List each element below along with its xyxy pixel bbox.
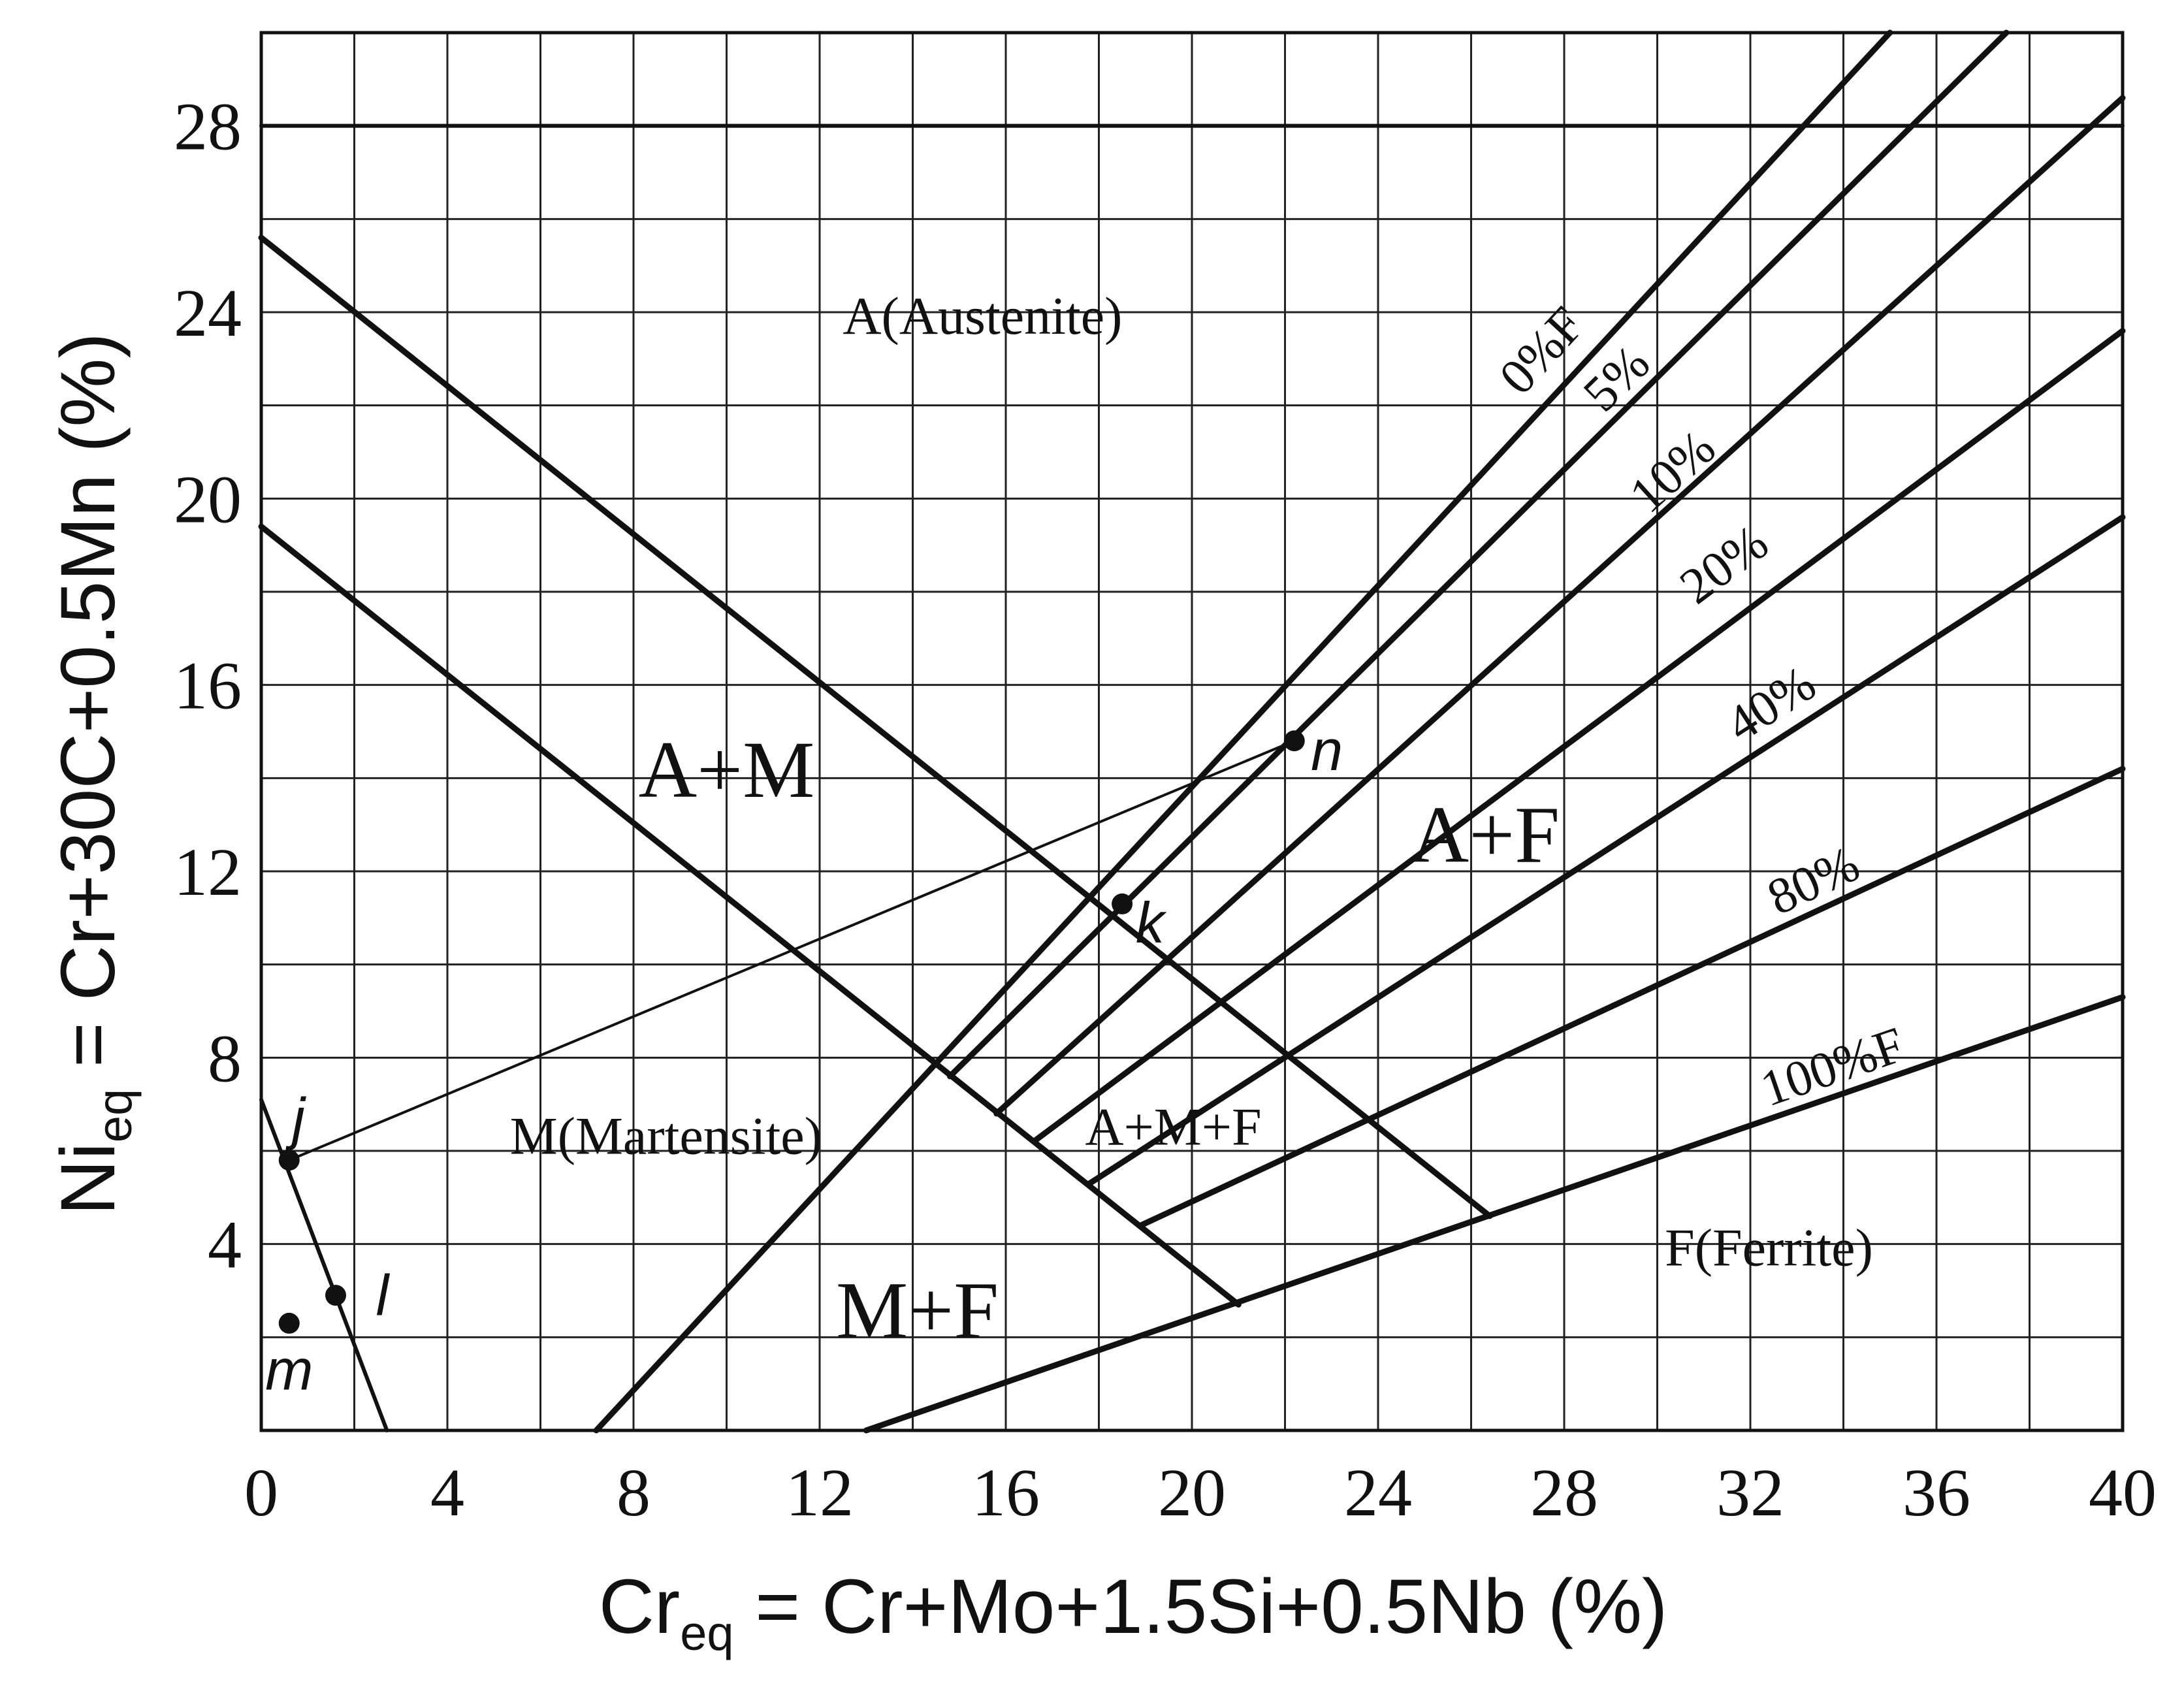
boundary-line bbox=[258, 234, 1493, 1219]
y-tick-label: 8 bbox=[208, 1021, 242, 1096]
point-k bbox=[1112, 893, 1133, 914]
x-tick-label: 24 bbox=[1344, 1455, 1412, 1530]
x-tick-label: 36 bbox=[1903, 1455, 1970, 1530]
region-label: M(Martensite) bbox=[510, 1106, 822, 1166]
region-label: A+M+F bbox=[1085, 1097, 1261, 1156]
x-axis-title-main: Cr bbox=[599, 1564, 681, 1650]
boundary-line bbox=[258, 523, 1242, 1308]
boundary-line bbox=[593, 29, 1893, 1434]
x-tick-label: 8 bbox=[617, 1455, 650, 1530]
x-tick-label: 12 bbox=[786, 1455, 854, 1530]
point-label-m: m bbox=[265, 1338, 313, 1402]
x-axis-title: Creq = Cr+Mo+1.5Si+0.5Nb (%) bbox=[599, 1564, 1668, 1660]
y-tick-label: 12 bbox=[174, 835, 242, 910]
grid bbox=[259, 31, 2125, 1432]
point-j bbox=[278, 1150, 300, 1171]
x-tick-label: 20 bbox=[1158, 1455, 1226, 1530]
boundary-line bbox=[1138, 765, 2126, 1229]
region-labels: A(Austenite) A+M A+F A+M+F M(Martensite) M+F F… bbox=[510, 286, 1873, 1355]
boundary-line bbox=[863, 994, 2126, 1434]
boundary-line bbox=[1031, 328, 2126, 1145]
x-axis-title-sub: eq bbox=[680, 1606, 733, 1660]
region-label: A+F bbox=[1411, 790, 1560, 880]
y-tick-label: 28 bbox=[174, 89, 242, 165]
y-axis-title-main: Ni bbox=[45, 1142, 131, 1215]
x-tick-label: 32 bbox=[1716, 1455, 1784, 1530]
region-label: A(Austenite) bbox=[843, 286, 1122, 346]
y-tick-label: 4 bbox=[208, 1208, 242, 1283]
boundary-line bbox=[993, 95, 2126, 1117]
x-tick-label: 0 bbox=[244, 1455, 278, 1530]
x-tick-label: 40 bbox=[2089, 1455, 2157, 1530]
connecting-lines bbox=[288, 739, 1295, 1162]
x-axis-title-rest: = Cr+Mo+1.5Si+0.5Nb (%) bbox=[734, 1564, 1668, 1650]
plot-frame bbox=[259, 31, 2125, 1432]
y-tick-label: 20 bbox=[174, 462, 242, 537]
y-axis-title-sub: eq bbox=[88, 1089, 142, 1142]
x-tick-label: 28 bbox=[1530, 1455, 1598, 1530]
y-tick-label: 16 bbox=[174, 649, 242, 724]
connecting-line bbox=[288, 739, 1295, 1162]
point-n bbox=[1283, 730, 1305, 752]
point-m bbox=[278, 1312, 300, 1334]
point-l bbox=[325, 1285, 346, 1306]
boundary-line bbox=[1086, 514, 2126, 1187]
y-axis-title: Nieq = Cr+30C+0.5Mn (%) bbox=[45, 332, 142, 1215]
region-label: M+F bbox=[836, 1265, 999, 1355]
y-tick-label: 24 bbox=[174, 276, 242, 351]
tick-labels: 0 4 8 12 16 20 24 28 32 36 40 4 8 12 16 20 24 28 bbox=[174, 89, 2157, 1530]
point-label-n: n bbox=[1311, 718, 1343, 782]
region-label: F(Ferrite) bbox=[1665, 1218, 1873, 1278]
point-label-k: k bbox=[1136, 890, 1167, 955]
x-tick-label: 4 bbox=[430, 1455, 464, 1530]
region-label: A+M bbox=[639, 725, 815, 814]
boundary-lines bbox=[258, 29, 2126, 1434]
y-axis-title-rest: = Cr+30C+0.5Mn (%) bbox=[45, 332, 131, 1089]
point-label-l: l bbox=[376, 1263, 390, 1328]
x-tick-label: 16 bbox=[972, 1455, 1040, 1530]
